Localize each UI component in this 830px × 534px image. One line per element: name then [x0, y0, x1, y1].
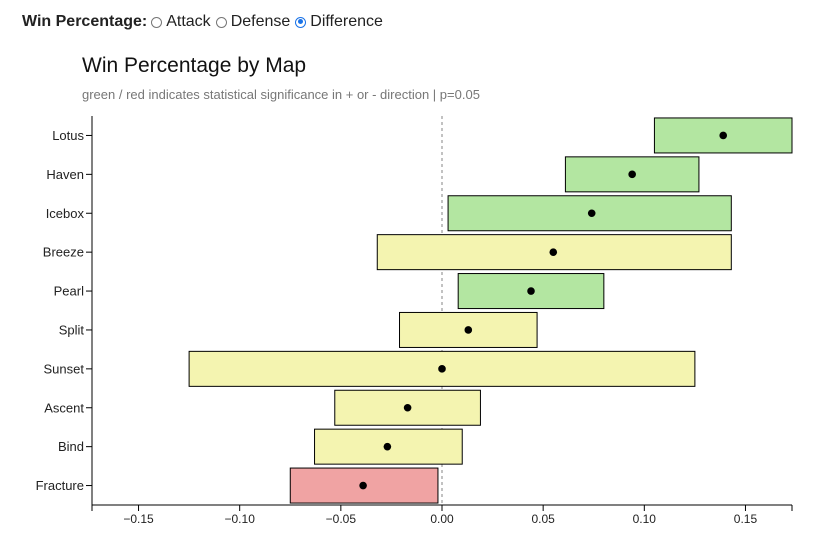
x-tick-label: −0.10: [225, 512, 256, 526]
x-tick-label: −0.15: [123, 512, 154, 526]
radio-difference[interactable]: Difference: [295, 13, 383, 31]
interval-bar-split: [399, 311, 538, 348]
radio-difference-circle[interactable]: [295, 16, 307, 28]
x-tick-label: −0.05: [326, 512, 357, 526]
x-tick-label: 0.15: [734, 512, 758, 526]
y-tick-label-breeze: Breeze: [43, 245, 84, 260]
radio-defense[interactable]: Defense: [215, 13, 291, 31]
x-tick-label: 0.10: [633, 512, 657, 526]
radio-defense-circle[interactable]: [215, 16, 227, 28]
point-ascent: [403, 403, 412, 412]
radio-difference-label: Difference: [310, 13, 383, 30]
x-tick-label: 0.00: [430, 512, 454, 526]
point-fracture: [359, 481, 367, 490]
radio-attack[interactable]: Attack: [151, 13, 211, 31]
point-breeze: [549, 248, 558, 256]
radio-attack-label: Attack: [166, 13, 211, 30]
chart-subtitle: green / red indicates statistical signif…: [82, 87, 480, 102]
radio-attack-circle[interactable]: [151, 16, 163, 28]
win-percentage-controls: Win Percentage: Attack Defense Differenc…: [22, 13, 388, 31]
point-pearl: [527, 287, 535, 295]
point-sunset: [438, 365, 446, 373]
y-tick-label-pearl: Pearl: [54, 284, 84, 299]
y-tick-label-sunset: Sunset: [44, 361, 85, 376]
point-haven: [628, 170, 636, 179]
point-lotus: [719, 131, 728, 140]
y-tick-label-split: Split: [59, 322, 85, 337]
y-tick-label-lotus: Lotus: [52, 128, 84, 143]
y-tick-label-fracture: Fracture: [36, 478, 84, 493]
x-tick-label: 0.05: [531, 512, 555, 526]
win-percentage-label: Win Percentage:: [22, 13, 148, 30]
point-icebox: [587, 209, 596, 218]
y-tick-label-bind: Bind: [58, 439, 84, 454]
radio-defense-label: Defense: [230, 13, 291, 30]
point-bind: [383, 442, 392, 451]
y-tick-label-haven: Haven: [46, 167, 84, 182]
chart-title: Win Percentage by Map: [82, 54, 307, 77]
y-tick-label-ascent: Ascent: [44, 400, 84, 415]
y-tick-label-icebox: Icebox: [46, 206, 85, 221]
point-split: [464, 326, 473, 334]
